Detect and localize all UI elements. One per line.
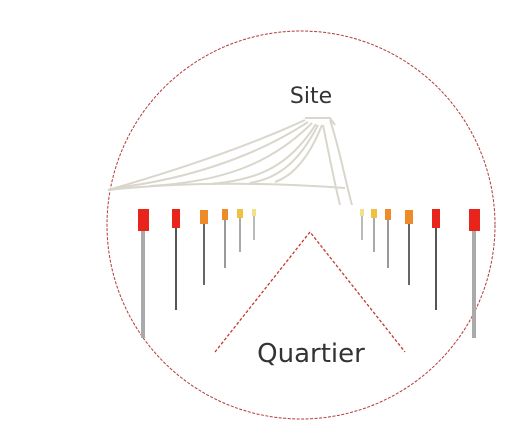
site-label: Site <box>290 84 332 109</box>
poles-right <box>360 209 480 338</box>
site-links <box>107 117 353 206</box>
boundary-circle <box>106 30 496 420</box>
quartier-label: Quartier <box>257 339 365 369</box>
poles-left <box>138 209 256 338</box>
quartier-triangle <box>214 230 406 353</box>
